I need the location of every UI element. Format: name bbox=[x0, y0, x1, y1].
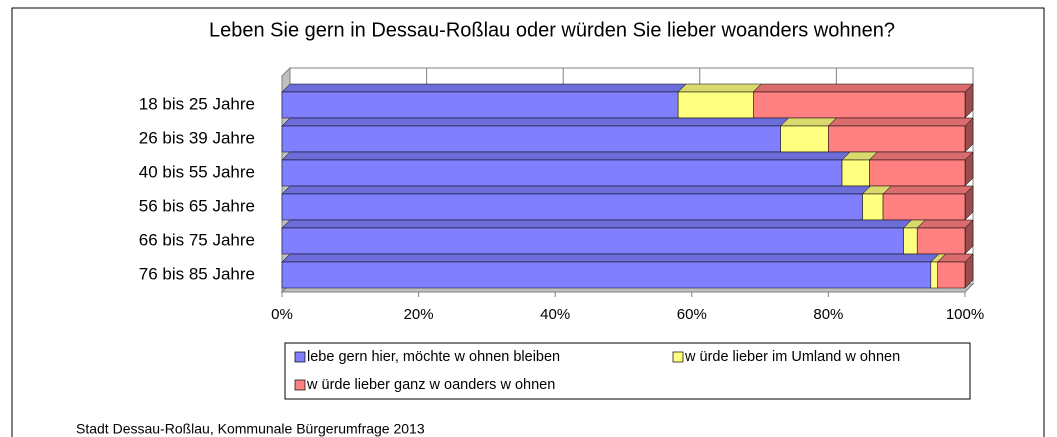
bar-front bbox=[281, 159, 843, 187]
legend-label: w ürde lieber ganz w oanders w ohnen bbox=[306, 377, 555, 393]
bar-front bbox=[281, 227, 904, 255]
y-tick-label: 26 bis 39 Jahre bbox=[139, 128, 255, 147]
legend-swatch bbox=[294, 351, 306, 363]
x-tick-label: 80% bbox=[813, 306, 843, 323]
bar-front bbox=[930, 261, 938, 289]
x-tick-label: 100% bbox=[946, 306, 984, 323]
bar-segment bbox=[281, 253, 940, 289]
bar-top bbox=[677, 83, 762, 93]
bar-segment bbox=[281, 117, 790, 153]
y-tick-label: 40 bis 55 Jahre bbox=[139, 162, 255, 181]
legend-label: w ürde lieber im Umland w ohnen bbox=[684, 349, 900, 365]
bar-front bbox=[780, 125, 829, 153]
bar-segment bbox=[779, 117, 838, 153]
bar-segment bbox=[868, 151, 974, 187]
bar-top bbox=[752, 83, 974, 93]
bar-top bbox=[868, 151, 974, 161]
y-tick-label: 66 bis 75 Jahre bbox=[139, 230, 255, 249]
bar-top bbox=[916, 219, 974, 229]
bar-segment bbox=[752, 83, 974, 119]
bar-front bbox=[841, 159, 870, 187]
bar-front bbox=[882, 193, 966, 221]
bar-segment bbox=[827, 117, 974, 153]
y-tick-label: 18 bis 25 Jahre bbox=[139, 94, 255, 113]
bar-top bbox=[281, 117, 790, 127]
source-note: Stadt Dessau-Roßlau, Kommunale Bürgerumf… bbox=[76, 421, 425, 437]
bar-front bbox=[753, 91, 966, 119]
bar-top bbox=[281, 219, 913, 229]
bar-segment bbox=[882, 185, 974, 221]
y-tick-label: 76 bis 85 Jahre bbox=[139, 264, 255, 283]
x-tick-label: 60% bbox=[677, 306, 707, 323]
bar-front bbox=[903, 227, 918, 255]
bar-top bbox=[281, 83, 687, 93]
bar-front bbox=[281, 91, 679, 119]
y-tick-label: 56 bis 65 Jahre bbox=[139, 196, 255, 215]
bar-top bbox=[281, 253, 940, 263]
legend-swatch bbox=[672, 351, 684, 363]
bar-top bbox=[827, 117, 974, 127]
bar-top bbox=[281, 185, 872, 195]
bar-segment bbox=[937, 253, 974, 289]
bar-front bbox=[916, 227, 966, 255]
x-tick-label: 40% bbox=[540, 306, 570, 323]
bar-front bbox=[281, 193, 863, 221]
x-tick-label: 0% bbox=[271, 306, 293, 323]
legend-box bbox=[284, 342, 971, 400]
bar-front bbox=[828, 125, 966, 153]
bar-front bbox=[281, 125, 781, 153]
bar-segment bbox=[281, 219, 913, 255]
bar-top bbox=[779, 117, 838, 127]
bar-front bbox=[937, 261, 966, 289]
bar-segment bbox=[677, 83, 762, 119]
legend-swatch bbox=[294, 379, 306, 391]
bar-front bbox=[869, 159, 966, 187]
bar-segment bbox=[281, 151, 851, 187]
legend-label: lebe gern hier, möchte w ohnen bleiben bbox=[307, 349, 560, 365]
bar-top bbox=[882, 185, 974, 195]
chart-title: Leben Sie gern in Dessau-Roßlau oder wür… bbox=[209, 19, 895, 41]
bar-segment bbox=[281, 185, 872, 221]
bar-segment bbox=[841, 151, 878, 187]
bar-front bbox=[677, 91, 754, 119]
bar-top bbox=[281, 151, 851, 161]
bar-front bbox=[862, 193, 884, 221]
bar-front bbox=[281, 261, 932, 289]
bar-segment bbox=[281, 83, 687, 119]
bar-segment bbox=[916, 219, 974, 255]
x-tick-label: 20% bbox=[404, 306, 434, 323]
